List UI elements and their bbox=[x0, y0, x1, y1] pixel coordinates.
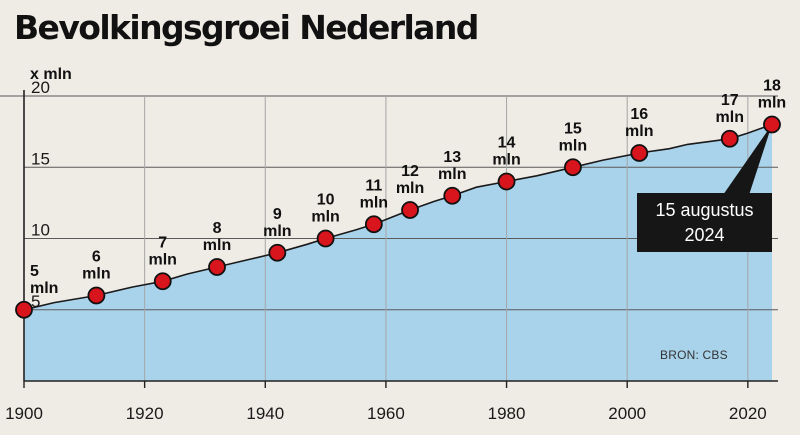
milestone-point bbox=[87, 286, 106, 305]
points-layer bbox=[15, 115, 781, 319]
callout-line-2: 2024 bbox=[684, 225, 724, 245]
milestone-unit-label: mln bbox=[559, 137, 587, 154]
milestone-value-label: 18 bbox=[763, 78, 781, 95]
line-layer bbox=[23, 123, 773, 311]
milestone-value-label: 6 bbox=[92, 249, 101, 266]
milestone-point bbox=[316, 229, 335, 248]
milestone-unit-label: mln bbox=[625, 123, 653, 140]
x-tick-label: 1900 bbox=[5, 404, 43, 423]
area-layer bbox=[24, 124, 772, 381]
y-axis-unit-label: x mln bbox=[30, 66, 72, 83]
series-line bbox=[23, 123, 773, 311]
milestone-unit-label: mln bbox=[438, 166, 466, 183]
milestone-unit-label: mln bbox=[758, 95, 786, 112]
milestone-value-label: 12 bbox=[401, 163, 419, 180]
milestone-value-label: 7 bbox=[158, 234, 167, 251]
milestone-value-label: 9 bbox=[273, 206, 282, 223]
axes-layer: 5 10 15 20 1900 1920 1940 1960 1980 2000 2020 bbox=[5, 78, 778, 423]
milestone-point bbox=[364, 215, 383, 234]
callout-pointer bbox=[723, 124, 772, 195]
callout-line-1: 15 augustus bbox=[655, 200, 753, 220]
milestone-unit-label: mln bbox=[263, 223, 291, 240]
milestone-point bbox=[15, 300, 33, 319]
y-tick-label: 15 bbox=[31, 149, 50, 168]
milestone-unit-label: mln bbox=[203, 237, 231, 254]
milestone-point bbox=[268, 243, 287, 262]
milestone-unit-label: mln bbox=[311, 209, 339, 226]
milestone-point bbox=[208, 258, 226, 276]
milestone-point bbox=[153, 272, 172, 291]
milestone-value-label: 10 bbox=[317, 192, 335, 209]
x-tick-label: 1920 bbox=[126, 404, 164, 423]
milestone-unit-label: mln bbox=[360, 194, 388, 211]
source-note: BRON: CBS bbox=[660, 348, 728, 362]
callout-box bbox=[637, 193, 772, 252]
milestone-value-label: 11 bbox=[365, 177, 382, 194]
x-tick-label: 2000 bbox=[608, 404, 646, 423]
milestone-unit-label: mln bbox=[82, 266, 110, 283]
milestone-value-label: 5 bbox=[30, 263, 39, 280]
x-tick-label: 1940 bbox=[246, 404, 284, 423]
milestone-point bbox=[720, 129, 739, 148]
x-tick-label: 1980 bbox=[488, 404, 526, 423]
milestone-unit-label: mln bbox=[149, 251, 177, 268]
chart-title: Bevolkingsgroei Nederland bbox=[14, 8, 479, 47]
milestone-value-label: 14 bbox=[498, 135, 516, 152]
y-tick-label: 10 bbox=[31, 221, 50, 240]
y-tick-label: 20 bbox=[31, 78, 50, 97]
y-tick-label: 5 bbox=[31, 292, 40, 311]
x-tick-label: 1960 bbox=[367, 404, 405, 423]
milestone-point bbox=[443, 186, 462, 205]
milestone-value-label: 17 bbox=[721, 92, 739, 109]
milestone-unit-label: mln bbox=[30, 280, 58, 297]
milestone-point bbox=[763, 115, 781, 134]
milestone-value-label: 15 bbox=[564, 120, 582, 137]
callout-layer: 15 augustus 2024 bbox=[637, 124, 772, 252]
milestone-unit-label: mln bbox=[492, 152, 520, 169]
milestone-point bbox=[630, 144, 649, 162]
milestone-value-label: 16 bbox=[630, 106, 648, 123]
milestone-value-label: 8 bbox=[213, 220, 222, 237]
milestone-point bbox=[497, 172, 516, 191]
milestone-point bbox=[564, 158, 582, 177]
milestone-unit-label: mln bbox=[396, 180, 424, 197]
area-fill bbox=[24, 124, 772, 381]
milestone-unit-label: mln bbox=[716, 109, 744, 126]
labels-layer: 5mln6mln7mln8mln9mln10mln11mln12mln13mln… bbox=[30, 78, 786, 297]
x-tick-label: 2020 bbox=[729, 404, 767, 423]
milestone-point bbox=[401, 201, 419, 219]
milestone-value-label: 13 bbox=[443, 149, 461, 166]
